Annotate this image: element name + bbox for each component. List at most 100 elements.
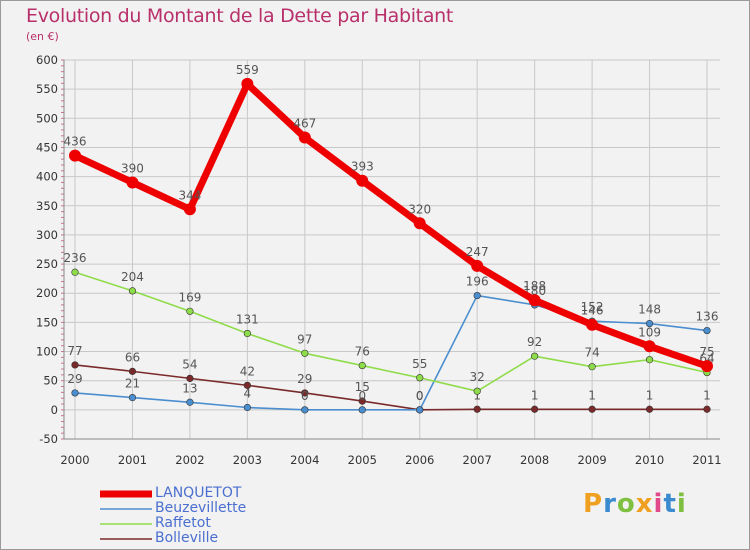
series-line-lanquetot: [71, 80, 711, 370]
data-label-lanquetot: 109: [638, 325, 661, 339]
data-point-lanquetot: [413, 217, 426, 230]
x-tick-label: 2007: [463, 453, 492, 467]
x-tick-label: 2010: [635, 453, 664, 467]
data-point-raffetot: [358, 361, 366, 370]
series-line-bolleville: [74, 364, 708, 411]
data-point-lanquetot: [701, 360, 713, 373]
brand-logo: Proxiti: [583, 489, 687, 519]
data-point-lanquetot: [241, 77, 254, 90]
data-label-lanquetot: 467: [293, 117, 316, 131]
data-point-raffetot: [128, 287, 137, 295]
data-label-bolleville: 1: [646, 388, 654, 402]
data-label-raffetot: 32: [470, 370, 485, 384]
data-point-beuzevillette: [358, 406, 366, 414]
y-tick-label: 100: [36, 345, 58, 359]
data-point-bolleville: [358, 397, 366, 405]
data-point-bolleville: [128, 367, 137, 375]
x-tick-label: 2005: [348, 453, 377, 467]
data-label-beuzevillette: 4: [244, 387, 252, 401]
data-label-lanquetot: 146: [581, 304, 604, 318]
data-label-lanquetot: 247: [466, 245, 489, 259]
data-label-lanquetot: 320: [408, 202, 431, 216]
data-label-raffetot: 169: [178, 290, 201, 304]
data-label-bolleville: 29: [297, 372, 312, 386]
y-tick-label: -50: [39, 432, 58, 446]
y-tick-label: 600: [36, 53, 58, 67]
data-point-raffetot: [473, 387, 481, 395]
x-tick-label: 2009: [577, 453, 606, 467]
data-label-beuzevillette: 21: [125, 377, 140, 391]
data-point-bolleville: [301, 389, 309, 397]
data-label-beuzevillette: 152: [581, 300, 604, 314]
data-label-lanquetot: 188: [523, 279, 546, 293]
data-point-raffetot: [71, 268, 79, 276]
data-point-bolleville: [186, 374, 194, 382]
data-label-raffetot: 236: [64, 251, 87, 265]
legend-swatch-bolleville: [100, 538, 152, 540]
data-label-bolleville: 1: [473, 388, 481, 402]
legend-label-bolleville: Bolleville: [155, 530, 219, 546]
data-point-beuzevillette: [703, 326, 711, 335]
legend-label-lanquetot: LANQUETOT: [155, 485, 242, 501]
data-point-lanquetot: [126, 176, 139, 189]
data-label-beuzevillette: 136: [696, 310, 719, 324]
data-label-beuzevillette: 13: [182, 381, 197, 395]
data-label-lanquetot: 559: [236, 63, 259, 77]
x-tick-label: 2008: [520, 453, 549, 467]
x-tick-label: 2002: [175, 453, 204, 467]
data-label-lanquetot: 436: [64, 135, 87, 149]
data-label-raffetot: 76: [355, 345, 370, 359]
y-tick-label: 400: [36, 170, 58, 184]
chart-title: Evolution du Montant de la Dette par Hab…: [26, 5, 454, 27]
y-tick-label: 250: [36, 257, 58, 271]
brand-letter: r: [603, 489, 617, 519]
data-label-bolleville: 0: [416, 389, 424, 403]
data-label-bolleville: 15: [355, 380, 370, 394]
data-label-raffetot: 97: [297, 332, 312, 346]
data-point-raffetot: [416, 374, 424, 382]
data-point-raffetot: [243, 329, 251, 338]
data-label-beuzevillette: 148: [638, 303, 661, 317]
data-label-lanquetot: 75: [699, 345, 714, 359]
brand-letter: P: [583, 489, 604, 519]
x-tick-label: 2003: [233, 453, 262, 467]
data-point-bolleville: [531, 405, 539, 413]
data-label-beuzevillette: 196: [466, 275, 489, 289]
data-point-bolleville: [71, 361, 79, 369]
data-label-beuzevillette: 0: [416, 389, 424, 403]
data-label-bolleville: 77: [67, 344, 82, 358]
data-label-bolleville: 1: [588, 388, 596, 402]
data-point-lanquetot: [298, 131, 311, 144]
data-point-bolleville: [473, 405, 481, 413]
legend-label-beuzevillette: Beuzevillette: [155, 500, 247, 516]
legend-swatch-lanquetot: [100, 490, 152, 498]
legend-swatch-beuzevillette: [100, 508, 152, 510]
data-point-bolleville: [588, 405, 596, 413]
y-tick-label: 500: [36, 111, 58, 125]
data-point-raffetot: [186, 307, 194, 315]
x-tick-label: 2001: [118, 453, 147, 467]
data-label-bolleville: 66: [125, 350, 140, 364]
y-tick-label: 200: [36, 286, 58, 300]
y-tick-label: 450: [36, 140, 58, 154]
data-point-beuzevillette: [186, 398, 194, 406]
data-point-bolleville: [243, 381, 251, 389]
y-tick-label: 300: [36, 228, 58, 242]
y-tick-label: 50: [43, 374, 58, 388]
data-point-raffetot: [645, 356, 654, 364]
brand-letter: o: [616, 489, 636, 519]
data-label-beuzevillette: 29: [67, 372, 82, 386]
y-tick-label: 150: [36, 315, 58, 329]
data-label-raffetot: 55: [412, 357, 427, 371]
legend-swatch-raffetot: [100, 523, 152, 525]
data-point-beuzevillette: [301, 406, 309, 414]
x-tick-label: 2004: [290, 453, 319, 467]
data-point-beuzevillette: [645, 319, 654, 328]
chart-subtitle: (en €): [26, 30, 59, 43]
data-label-beuzevillette: 0: [301, 389, 309, 403]
data-point-lanquetot: [471, 259, 484, 272]
data-point-beuzevillette: [473, 291, 481, 300]
data-point-bolleville: [703, 405, 711, 413]
data-label-raffetot: 131: [236, 312, 259, 326]
data-point-lanquetot: [528, 294, 541, 307]
